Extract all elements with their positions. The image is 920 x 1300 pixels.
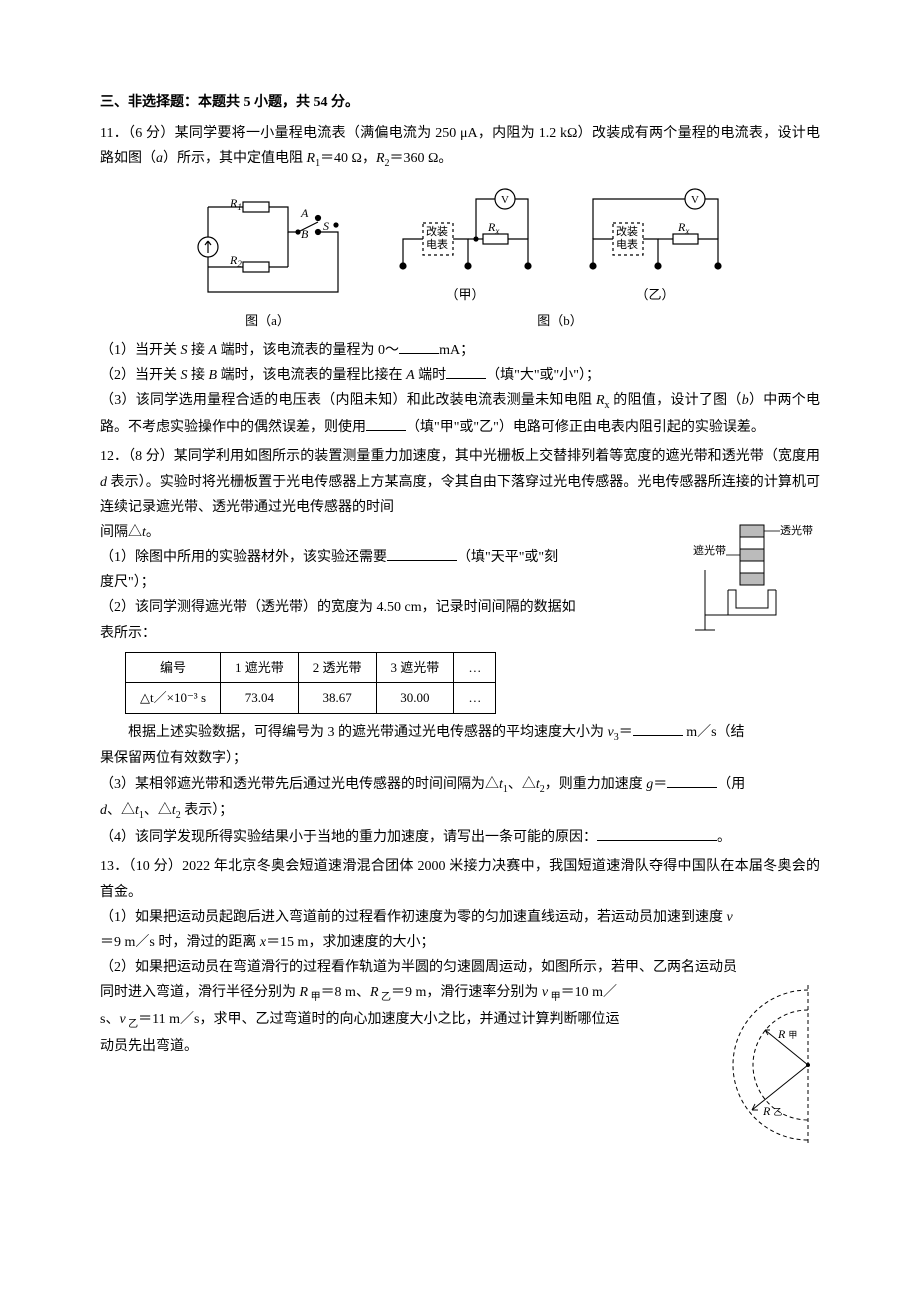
svg-text:电表: 电表 xyxy=(426,237,448,251)
section-header: 三、非选择题：本题共 5 小题，共 54 分。 xyxy=(100,90,820,115)
q11-part1: （1）当开关 S 接 A 端时，该电流表的量程为 0～mA； xyxy=(100,338,820,363)
q11-r1-val: ＝40 Ω， xyxy=(320,151,376,166)
q13-intro: 13．（10 分）2022 年北京冬奥会短道速滑混合团体 2000 米接力决赛中… xyxy=(100,854,820,904)
q11-r2: R xyxy=(376,151,385,166)
q12-diagram: 透光带 遮光带 xyxy=(680,520,820,640)
th-5: … xyxy=(454,652,496,682)
svg-text:遮光带: 遮光带 xyxy=(693,543,726,557)
svg-text:R 甲: R 甲 xyxy=(777,1027,797,1041)
circuit-jia-label: （甲） xyxy=(388,283,543,306)
svg-text:R 乙: R 乙 xyxy=(762,1104,782,1118)
circuit-b-group: 改装 电表 Rx V （甲） xyxy=(388,181,733,332)
circuit-jia-svg: 改装 电表 Rx V xyxy=(388,181,543,281)
q11-intro: 11．（6 分）某同学要将一小量程电流表（满偏电流为 250 μA，内阻为 1.… xyxy=(100,121,820,173)
th-1: 编号 xyxy=(126,652,221,682)
circuit-a-svg: R1 R2 A B S xyxy=(188,192,348,307)
q11-part3: （3）该同学选用量程合适的电压表（内阻未知）和此改装电流表测量未知电阻 Rx 的… xyxy=(100,388,820,440)
q11-circuits: R1 R2 A B S 图（a） xyxy=(100,181,820,332)
svg-text:V: V xyxy=(691,194,699,206)
q12-part3: （3）某相邻遮光带和透光带先后通过光电传感器的时间间隔为△t1、△t2，则重力加… xyxy=(100,772,820,799)
q13-diagram: R 甲 R 乙 xyxy=(690,980,820,1150)
td-2: 73.04 xyxy=(221,683,299,713)
circuit-yi: 改装 电表 Rx V （乙） xyxy=(578,181,733,306)
circuit-a: R1 R2 A B S 图（a） xyxy=(188,192,348,332)
q13-svg: R 甲 R 乙 xyxy=(690,980,820,1150)
svg-text:R1: R1 xyxy=(229,196,242,212)
q13-part2a: （2）如果把运动员在弯道滑行的过程看作轨道为半圆的匀速圆周运动，如图所示，若甲、… xyxy=(100,955,820,980)
q12-part3f: d、△t1、△t2 表示）； xyxy=(100,798,820,825)
th-4: 3 遮光带 xyxy=(376,652,454,682)
question-12: 12．（8 分）某同学利用如图所示的装置测量重力加速度，其中光栅板上交替排列着等… xyxy=(100,444,820,850)
question-11: 11．（6 分）某同学要将一小量程电流表（满偏电流为 250 μA，内阻为 1.… xyxy=(100,121,820,440)
svg-text:Rx: Rx xyxy=(677,220,689,236)
q12-part4: （4）该同学发现所得实验结果小于当地的重力加速度，请写出一条可能的原因：。 xyxy=(100,825,820,850)
svg-text:V: V xyxy=(501,194,509,206)
circuit-jia: 改装 电表 Rx V （甲） xyxy=(388,181,543,306)
q11-intro-b: ）所示，其中定值电阻 xyxy=(163,151,307,166)
circuit-b-label: 图（b） xyxy=(388,309,733,332)
th-2: 1 遮光带 xyxy=(221,652,299,682)
q13-part1b: ＝9 m／s 时，滑过的距离 x＝15 m，求加速度的大小； xyxy=(100,930,820,955)
td-3: 38.67 xyxy=(298,683,376,713)
svg-text:改装: 改装 xyxy=(616,224,638,238)
td-4: 30.00 xyxy=(376,683,454,713)
svg-text:A: A xyxy=(300,206,309,220)
svg-text:Rx: Rx xyxy=(487,220,499,236)
td-5: … xyxy=(454,683,496,713)
th-3: 2 透光带 xyxy=(298,652,376,682)
q11-a-italic: a xyxy=(156,151,163,166)
svg-text:B: B xyxy=(301,227,309,241)
question-13: 13．（10 分）2022 年北京冬奥会短道速滑混合团体 2000 米接力决赛中… xyxy=(100,854,820,1150)
q11-r1: R xyxy=(307,151,316,166)
circuit-yi-label: （乙） xyxy=(578,283,733,306)
svg-text:改装: 改装 xyxy=(426,224,448,238)
circuit-yi-svg: 改装 电表 Rx V xyxy=(578,181,733,281)
q12-part2d: 果保留两位有效数字）； xyxy=(100,746,820,771)
svg-text:透光带: 透光带 xyxy=(780,523,813,537)
q12-part2c: 根据上述实验数据，可得编号为 3 的遮光带通过光电传感器的平均速度大小为 v3＝… xyxy=(100,720,820,747)
q11-r2-val: ＝360 Ω。 xyxy=(390,151,453,166)
q11-part2: （2）当开关 S 接 B 端时，该电流表的量程比接在 A 端时（填"大"或"小"… xyxy=(100,363,820,388)
td-1: △t／×10⁻³ s xyxy=(126,683,221,713)
svg-text:电表: 电表 xyxy=(616,237,638,251)
q12-table: 编号 1 遮光带 2 透光带 3 遮光带 … △t／×10⁻³ s 73.04 … xyxy=(125,652,496,714)
q12-intro: 12．（8 分）某同学利用如图所示的装置测量重力加速度，其中光栅板上交替排列着等… xyxy=(100,444,820,520)
svg-text:R2: R2 xyxy=(229,253,242,269)
q12-svg: 透光带 遮光带 xyxy=(680,520,820,640)
q13-part1: （1）如果把运动员起跑后进入弯道前的过程看作初速度为零的匀加速直线运动，若运动员… xyxy=(100,905,820,930)
svg-text:S: S xyxy=(323,219,329,233)
circuit-a-label: 图（a） xyxy=(188,309,348,332)
